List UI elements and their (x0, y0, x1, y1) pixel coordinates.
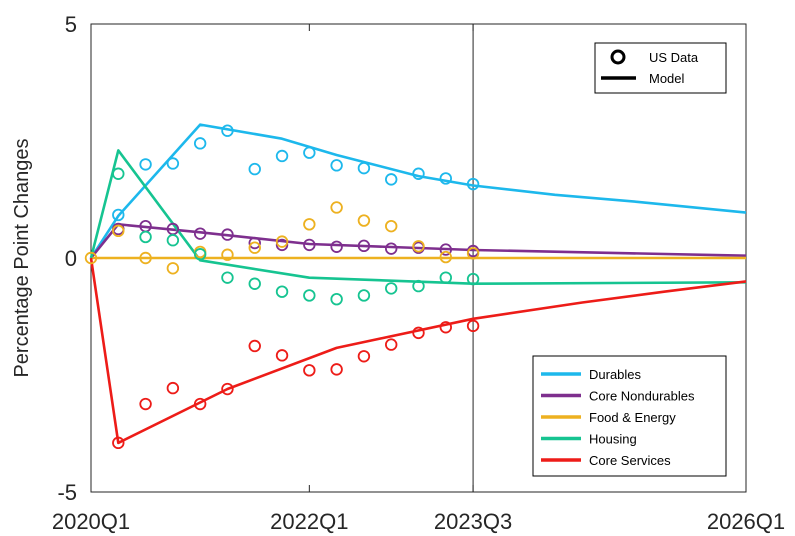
legend-label-durables: Durables (589, 367, 642, 382)
y-axis-label: Percentage Point Changes (11, 138, 33, 377)
data-point-housing (139, 230, 152, 244)
data-point-durables (466, 177, 480, 191)
data-point-core-services (439, 321, 452, 334)
data-point-housing (412, 279, 425, 293)
data-point-core-nondurables (221, 228, 234, 241)
data-point-core-nondurables (303, 238, 316, 252)
data-point-core-services (139, 397, 152, 411)
data-point-durables (303, 146, 316, 159)
x-tick-label: 2026Q1 (707, 509, 785, 534)
legend-label-core-nondurables: Core Nondurables (589, 389, 695, 404)
data-point-durables (193, 137, 207, 150)
x-tick-label: 2020Q1 (52, 509, 130, 534)
data-point-core-services (303, 364, 316, 377)
data-point-durables (357, 161, 371, 175)
data-point-food-energy (248, 241, 261, 254)
data-point-durables (221, 124, 234, 137)
data-point-food-energy (439, 250, 452, 264)
data-point-durables (112, 208, 125, 222)
data-point-core-services (166, 381, 180, 395)
data-point-housing (193, 248, 207, 261)
data-point-food-energy (466, 247, 480, 260)
data-point-housing (275, 285, 289, 298)
data-point-core-services (112, 436, 125, 450)
data-point-core-nondurables (439, 243, 452, 256)
data-point-core-nondurables (330, 240, 343, 253)
data-point-durables (248, 162, 261, 176)
data-point-housing (330, 292, 343, 306)
data-point-food-energy (275, 235, 289, 248)
legend-entry-label: Model (649, 71, 685, 86)
data-point-core-services (330, 363, 343, 376)
data-point-food-energy (84, 251, 98, 265)
data-point-durables (166, 157, 180, 170)
legend-entry-label: US Data (649, 50, 699, 65)
data-point-core-nondurables (248, 236, 261, 250)
data-point-food-energy (412, 240, 425, 253)
y-tick-label: -5 (57, 480, 77, 505)
data-point-durables (385, 173, 398, 186)
data-point-food-energy (112, 224, 125, 238)
data-point-housing (166, 234, 180, 247)
data-point-food-energy (303, 218, 316, 231)
data-point-housing (439, 271, 452, 284)
x-tick-label: 2023Q3 (434, 509, 512, 534)
data-point-housing (248, 277, 261, 290)
data-point-core-services (248, 339, 261, 353)
data-point-food-energy (139, 251, 152, 265)
data-point-core-nondurables (357, 239, 371, 253)
x-tick-label: 2022Q1 (270, 509, 348, 534)
y-tick-label: 5 (65, 12, 77, 37)
data-point-durables (330, 159, 343, 172)
model-line-durables (89, 123, 747, 259)
data-point-core-services (357, 350, 371, 363)
data-point-durables (412, 167, 425, 180)
y-tick-label: 0 (65, 246, 77, 271)
legend-circle-marker (610, 49, 626, 65)
data-point-housing (112, 167, 125, 180)
data-point-core-services (466, 319, 480, 333)
legend-label-housing: Housing (589, 432, 637, 447)
data-point-housing (357, 289, 371, 302)
data-point-food-energy (385, 219, 398, 233)
data-point-food-energy (330, 201, 343, 214)
data-point-core-nondurables (385, 242, 398, 255)
model-line-core-services (89, 257, 747, 445)
data-point-durables (439, 172, 452, 185)
data-point-core-services (412, 326, 425, 340)
data-point-housing (221, 271, 234, 284)
data-point-core-services (275, 349, 289, 362)
data-point-core-nondurables (275, 238, 289, 252)
model-line-housing (89, 149, 747, 286)
data-point-food-energy (166, 262, 180, 275)
data-point-food-energy (221, 248, 234, 261)
legend-label-core-services: Core Services (589, 453, 671, 468)
data-point-food-energy (357, 214, 371, 227)
data-point-housing (385, 282, 398, 295)
data-point-durables (139, 158, 152, 171)
data-point-core-services (221, 382, 234, 396)
data-point-core-services (193, 397, 207, 411)
data-point-core-services (385, 338, 398, 351)
legend-label-food-energy: Food & Energy (589, 410, 676, 425)
data-point-housing (303, 289, 316, 302)
data-point-housing (466, 272, 480, 286)
data-point-durables (275, 149, 289, 163)
legend-series-box (532, 355, 727, 477)
data-point-core-nondurables (193, 227, 207, 240)
